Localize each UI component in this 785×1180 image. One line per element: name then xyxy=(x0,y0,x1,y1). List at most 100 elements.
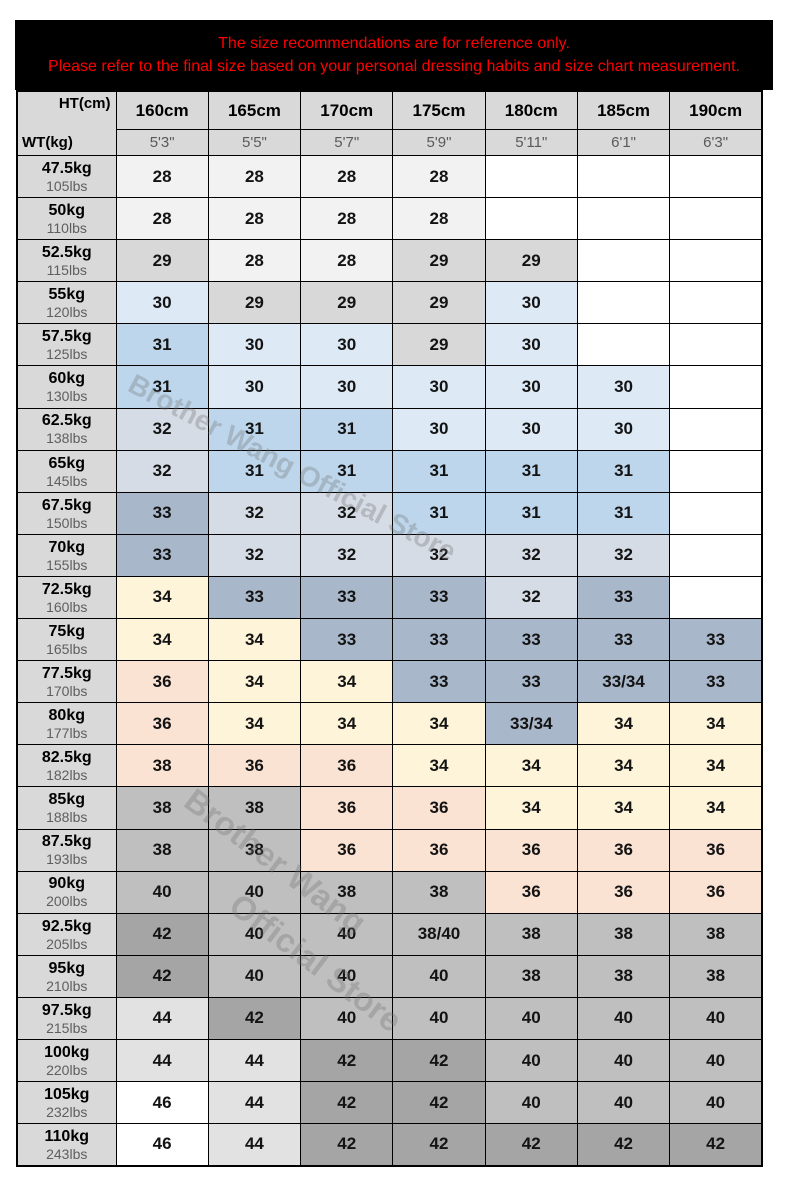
size-cell: 33 xyxy=(300,618,394,662)
size-cell: 42 xyxy=(300,1038,394,1083)
row-weight-kg: 47.5kg xyxy=(41,159,92,177)
col-header-height-ft: 5'3" xyxy=(115,129,209,156)
size-cell: 33 xyxy=(576,618,671,662)
size-cell xyxy=(669,281,763,325)
size-cell: 40 xyxy=(576,996,671,1040)
size-cell: 42 xyxy=(115,912,209,956)
size-cell: 42 xyxy=(484,1123,578,1167)
row-weight-lbs: 145lbs xyxy=(46,472,88,489)
size-cell: 46 xyxy=(115,1123,209,1167)
row-weight-lbs: 243lbs xyxy=(46,1145,88,1162)
row-weight-lbs: 177lbs xyxy=(46,725,88,742)
size-cell: 29 xyxy=(207,281,302,325)
row-weight-kg: 72.5kg xyxy=(41,580,92,598)
table-row: 67.5kg 150lbs 33 32 32 31 31 31 xyxy=(16,491,763,535)
table-row: 72.5kg 160lbs 34 33 33 33 32 33 xyxy=(16,575,763,620)
row-weight-kg: 87.5kg xyxy=(41,833,92,851)
row-weight-kg: 50kg xyxy=(48,201,85,219)
size-cell xyxy=(669,239,763,283)
row-weight-kg: 67.5kg xyxy=(41,496,92,514)
table-row: 77.5kg 170lbs 36 34 34 33 33 33/34 33 xyxy=(16,660,763,704)
row-weight-lbs: 125lbs xyxy=(46,346,88,363)
table-row: 100kg 220lbs 44 44 42 42 40 40 40 xyxy=(16,1038,763,1083)
size-cell: 44 xyxy=(207,1123,302,1167)
col-header-height-cm: 175cm xyxy=(392,90,486,130)
size-cell: 30 xyxy=(484,365,578,409)
row-header-weight: 70kg 155lbs xyxy=(16,533,117,577)
row-weight-kg: 52.5kg xyxy=(41,244,92,262)
size-cell: 34 xyxy=(300,702,394,746)
size-cell: 38 xyxy=(207,828,302,872)
header-row-height-cm: HT(cm) WT(kg) 160cm 165cm 170cm 175cm 180cm 1… xyxy=(16,90,763,156)
row-weight-lbs: 205lbs xyxy=(46,935,88,952)
size-cell: 34 xyxy=(484,786,578,830)
size-cell: 36 xyxy=(669,828,763,872)
size-cell: 34 xyxy=(392,702,486,746)
size-cell: 29 xyxy=(392,239,486,283)
header-row-height-ft: 5'3" 5'5" 5'7" 5'9" 5'11" 6'1" 6'3" xyxy=(17,129,763,156)
row-weight-kg: 110kg xyxy=(44,1127,89,1145)
size-cell: 29 xyxy=(484,239,578,283)
size-cell: 32 xyxy=(207,533,302,577)
size-cell: 28 xyxy=(115,154,209,199)
size-cell: 40 xyxy=(300,954,394,998)
row-weight-kg: 62.5kg xyxy=(41,412,92,430)
row-header-weight: 105kg 232lbs xyxy=(16,1081,117,1125)
col-header-height-ft: 5'9" xyxy=(392,129,486,156)
size-cell: 40 xyxy=(484,996,578,1040)
size-cell: 31 xyxy=(392,491,486,535)
size-cell: 32 xyxy=(115,407,209,451)
row-weight-lbs: 188lbs xyxy=(46,809,88,826)
size-cell: 38 xyxy=(115,786,209,830)
size-cell: 36 xyxy=(300,786,394,830)
size-cell xyxy=(669,323,763,367)
row-header-weight: 90kg 200lbs xyxy=(16,870,117,914)
row-header-weight: 60kg 130lbs xyxy=(16,365,117,409)
row-weight-lbs: 120lbs xyxy=(46,304,88,321)
size-cell: 34 xyxy=(576,702,671,746)
size-cell xyxy=(576,323,671,367)
size-cell: 28 xyxy=(300,154,394,199)
size-cell: 33 xyxy=(484,618,578,662)
size-cell: 42 xyxy=(576,1123,671,1167)
size-cell: 31 xyxy=(207,407,302,451)
table-row: 90kg 200lbs 40 40 38 38 36 36 36 xyxy=(16,870,763,914)
size-cell: 40 xyxy=(207,912,302,956)
row-weight-lbs: 232lbs xyxy=(46,1103,88,1120)
size-cell: 30 xyxy=(300,323,394,367)
row-header-weight: 52.5kg 115lbs xyxy=(16,239,117,283)
table-row: 75kg 165lbs 34 34 33 33 33 33 33 xyxy=(16,618,763,662)
table-row: 70kg 155lbs 33 32 32 32 32 32 xyxy=(16,533,763,577)
row-weight-kg: 105kg xyxy=(44,1085,90,1103)
size-cell: 36 xyxy=(115,702,209,746)
size-cell: 36 xyxy=(576,828,671,872)
table-row: 97.5kg 215lbs 44 42 40 40 40 40 40 xyxy=(16,996,763,1040)
row-header-weight: 110kg 243lbs xyxy=(16,1123,117,1167)
row-weight-kg: 80kg xyxy=(48,707,85,725)
row-weight-kg: 90kg xyxy=(48,875,85,893)
col-header-height-ft: 5'11" xyxy=(484,129,578,156)
table-row: 60kg 130lbs 31 30 30 30 30 30 xyxy=(16,365,763,409)
size-cell: 34 xyxy=(576,786,671,830)
size-cell: 42 xyxy=(392,1081,486,1125)
size-cell: 28 xyxy=(300,239,394,283)
size-cell: 44 xyxy=(115,1038,209,1083)
size-cell: 38 xyxy=(392,870,486,914)
size-cell: 28 xyxy=(207,239,302,283)
row-weight-kg: 92.5kg xyxy=(41,917,92,935)
row-weight-lbs: 130lbs xyxy=(46,388,88,405)
disclaimer-line-2: Please refer to the final size based on … xyxy=(48,57,740,75)
row-weight-lbs: 170lbs xyxy=(46,682,88,699)
row-header-weight: 75kg 165lbs xyxy=(16,618,117,662)
size-cell xyxy=(576,154,671,199)
size-cell: 31 xyxy=(484,491,578,535)
row-weight-kg: 65kg xyxy=(48,454,85,472)
size-cell: 31 xyxy=(300,407,394,451)
size-cell: 29 xyxy=(392,281,486,325)
size-cell xyxy=(669,533,763,577)
row-header-weight: 55kg 120lbs xyxy=(16,281,117,325)
size-cell: 38 xyxy=(115,744,209,788)
size-cell: 28 xyxy=(392,154,486,199)
size-cell: 34 xyxy=(669,786,763,830)
table-row: 80kg 177lbs 36 34 34 34 33/34 34 34 xyxy=(16,702,763,746)
